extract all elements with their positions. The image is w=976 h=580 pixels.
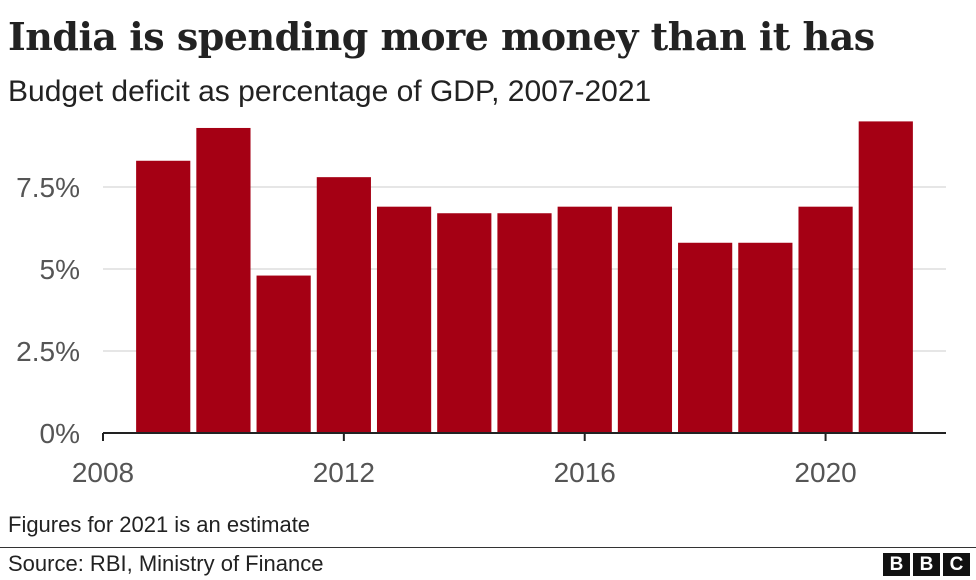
footnote: Figures for 2021 is an estimate [8,512,311,537]
bar-2016 [557,206,612,433]
y-tick-label: 5% [40,254,80,285]
bar-chart: 0% 2.5% 5% 7.5% 2008 2012 2016 2020 [16,121,946,488]
x-tick-label: 2008 [72,457,134,488]
x-tick-label: 2012 [313,457,375,488]
bbc-logo: B B C [883,553,970,576]
y-tick-label: 2.5% [16,336,80,367]
y-tick-label: 7.5% [16,172,80,203]
source-text: Source: RBI, Ministry of Finance [8,551,324,576]
y-tick-label: 0% [40,418,80,449]
bar-2020 [798,206,853,433]
chart-title: India is spending more money than it has [8,14,875,59]
logo-letter: B [883,553,910,576]
chart-subtitle: Budget deficit as percentage of GDP, 200… [8,75,652,108]
bar-2018 [678,242,733,433]
bar-2019 [738,242,793,433]
x-tick-label: 2020 [794,457,856,488]
x-tick-label: 2016 [554,457,616,488]
bar-2009 [136,160,191,433]
bar-2012 [316,177,371,433]
bar-2017 [617,206,673,433]
bar-2021 [858,121,913,434]
bar-2015 [497,213,552,433]
logo-letter: C [943,553,970,576]
bar-2013 [376,206,432,433]
logo-letter: B [913,553,940,576]
bar-2011 [256,275,311,433]
bar-2010 [196,127,251,434]
footer-divider [0,547,976,548]
bar-2014 [437,213,492,433]
